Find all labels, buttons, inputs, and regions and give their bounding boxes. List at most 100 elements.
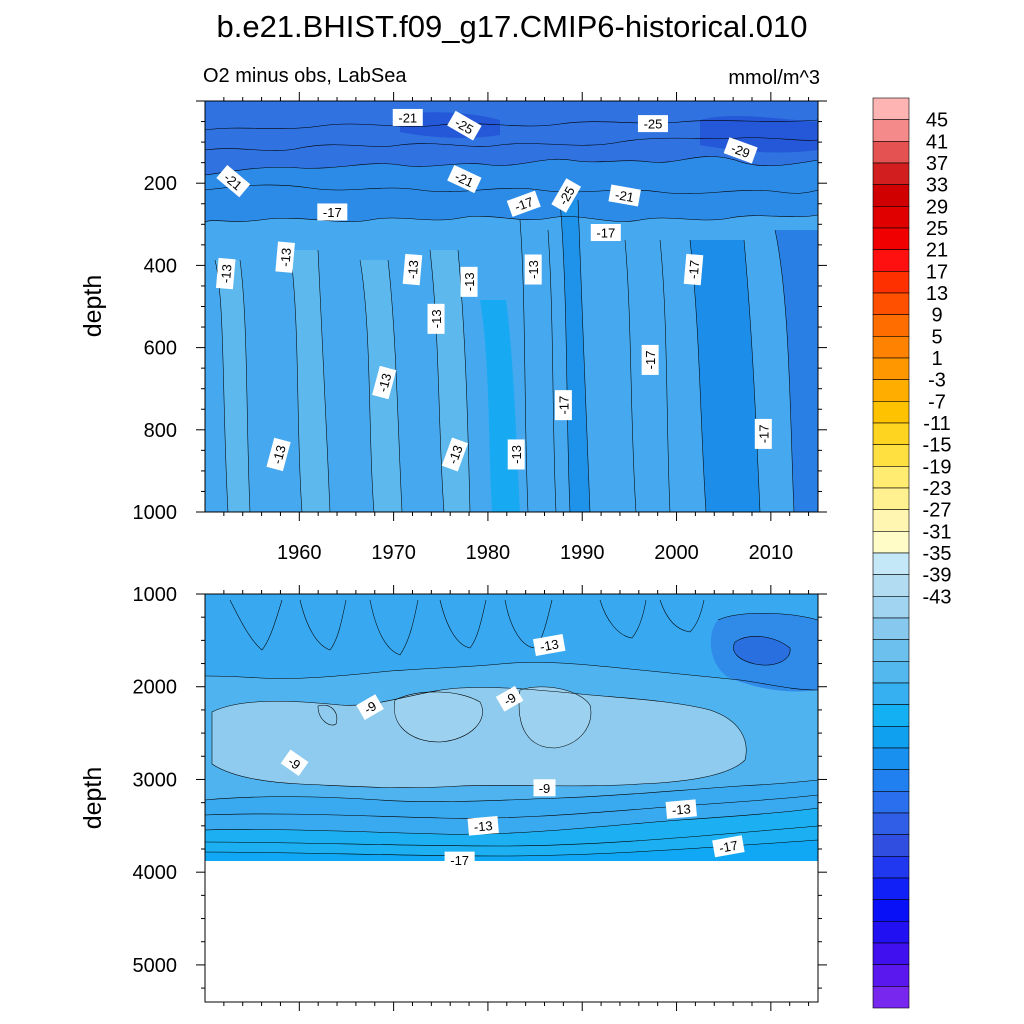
contour-label: -9 [495, 685, 524, 712]
contour-label-text: -13 [375, 372, 394, 394]
upper-contour-line [359, 259, 375, 512]
upper-contour-line [205, 137, 818, 151]
contour-label: -17 [554, 390, 572, 421]
colorbar-tick-label: 45 [926, 110, 948, 132]
colorbar-box [872, 899, 910, 922]
colorbar-tick-label: -7 [928, 391, 946, 413]
colorbar-tick-label: 1 [931, 348, 942, 370]
colorbar-box [872, 119, 910, 142]
colorbar-box [872, 466, 910, 489]
contour-label-text: -17 [450, 853, 469, 868]
contour-label-bg [356, 694, 384, 720]
lower-contour-line [317, 704, 338, 726]
contour-label-bg [402, 253, 423, 286]
x-tick-label: 1980 [466, 542, 511, 564]
contour-label-text: -13 [526, 260, 541, 279]
contour-label: -13 [372, 365, 397, 400]
colorbar-tick-label: 29 [926, 196, 948, 218]
contour-label: -25 [551, 178, 582, 213]
x-tick-label: 1970 [371, 542, 416, 564]
upper-panel: 1960 1970 1980 1990 2000 2010 200 400 600 800 1000… [79, 92, 827, 564]
contour-label: -13 [524, 254, 542, 285]
colorbar-box [872, 617, 910, 640]
colorbar-box [872, 986, 910, 1009]
contour-label-bg [266, 437, 291, 472]
contour-label: -21 [608, 184, 641, 207]
lower-contour-line [369, 599, 419, 656]
contour-label-text: -29 [729, 141, 752, 162]
contour-label-bg [641, 344, 659, 375]
contour-label: -13 [460, 266, 478, 297]
contour-label-bg [447, 165, 482, 194]
colorbar-tick-label: -23 [923, 478, 952, 500]
colorbar-tick-label: -3 [928, 370, 946, 392]
contour-label-bg [532, 634, 566, 656]
contour-label: -17 [590, 224, 621, 242]
upper-contour-line [547, 229, 557, 512]
upper-dark-column-2 [690, 240, 760, 512]
upper-y-axis-label: depth [79, 275, 107, 338]
lower-contour-line [205, 794, 818, 819]
colorbar-tick-label: -11 [923, 413, 950, 435]
upper-light-column-1 [215, 260, 250, 512]
colorbar-box [872, 401, 910, 424]
colorbar-box [872, 791, 910, 814]
contour-label-bg [392, 108, 423, 126]
upper-dark-column-1 [560, 200, 590, 512]
colorbar-tick-label: 9 [931, 305, 942, 327]
contour-label-bg [506, 190, 541, 217]
upper-contour-line [289, 249, 303, 512]
contour-label-text: -13 [473, 818, 493, 835]
lower-contour-line [733, 636, 791, 666]
contour-label: -13 [441, 437, 469, 472]
lower-darkest-patch [733, 636, 791, 666]
colorbar-box [872, 812, 910, 835]
contour-label-text: -17 [556, 396, 571, 415]
upper-contour-line [743, 239, 761, 512]
contour-label: -13 [427, 303, 445, 334]
colorbar-tick-label: -15 [923, 435, 952, 457]
contour-label: -17 [754, 418, 772, 449]
colorbar-box [872, 249, 910, 272]
contour-label-text: -13 [429, 309, 444, 328]
lower-light-lobe-1 [394, 691, 483, 742]
contour-label-bg [754, 418, 772, 449]
colorbar-tick-label: 5 [931, 326, 942, 348]
upper-axis-ticks: 1960 1970 1980 1990 2000 2010 200 400 600 800 1000 [133, 92, 827, 564]
contour-label: -17 [444, 851, 475, 869]
colorbar-box [872, 227, 910, 250]
subtitle-right: mmol/m^3 [728, 67, 820, 89]
contour-label: -9 [280, 749, 309, 777]
lower-contour-line [717, 612, 818, 621]
y-tick-label: 1000 [133, 584, 178, 606]
contour-label-bg [683, 253, 704, 286]
lower-no-data-area [205, 861, 818, 1002]
x-tick-label: 1960 [277, 542, 322, 564]
colorbar-box [872, 141, 910, 164]
lower-contour-line [439, 599, 487, 649]
colorbar-box [872, 682, 910, 705]
upper-contour-line [429, 249, 445, 512]
contour-label-bg [275, 241, 295, 273]
lower-axis-ticks: 1000 2000 3000 4000 5000 [133, 584, 827, 1011]
contour-label: -13 [665, 799, 697, 819]
contour-label-text: -9 [539, 781, 551, 796]
contour-label-bg [533, 779, 556, 797]
contour-label-text: -17 [596, 226, 615, 241]
colorbar-box [872, 184, 910, 207]
colorbar-box [872, 314, 910, 337]
contour-label-text: -21 [614, 187, 635, 205]
y-tick-label: 4000 [133, 862, 178, 884]
contour-label: -17 [712, 835, 745, 858]
contour-label-bg [216, 164, 251, 198]
colorbar-box [872, 769, 910, 792]
upper-mid-band [205, 156, 818, 222]
lower-contour-line [205, 839, 818, 857]
upper-contour-line [387, 259, 403, 512]
y-tick-label: 5000 [133, 955, 178, 977]
colorbar-tick-label: -39 [923, 565, 952, 587]
colorbar-box [872, 97, 910, 120]
y-tick-label: 200 [144, 173, 177, 195]
upper-contour-line [659, 239, 671, 512]
upper-contour-labels: -21 -25 -25-29-21 -21-17-25-17 -21-17-13-13-… [215, 108, 772, 472]
